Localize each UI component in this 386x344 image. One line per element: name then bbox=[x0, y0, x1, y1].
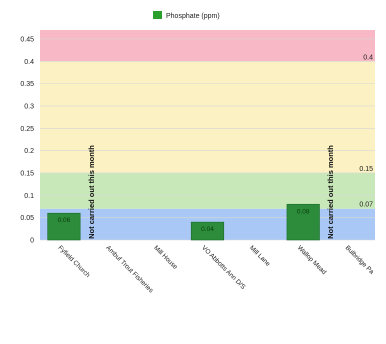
category-label: Mill House bbox=[152, 244, 179, 271]
band-3 bbox=[40, 30, 375, 62]
y-tick-label: 0 bbox=[30, 238, 34, 245]
y-tick-label: 0.3 bbox=[24, 103, 34, 110]
category-label: Ambuf Trout Fisheries bbox=[104, 244, 154, 294]
annotation-not-carried-out: Not carried out this month bbox=[87, 145, 96, 239]
bar-3 bbox=[190, 221, 225, 241]
data-labels: 0.06 0.04 0.08 bbox=[58, 208, 310, 233]
band-2 bbox=[40, 61, 375, 173]
data-label-5: 0.08 bbox=[297, 208, 310, 215]
category-label: Bulbridge Pa bbox=[344, 244, 376, 276]
legend-swatch bbox=[153, 11, 162, 19]
annotation-not-carried-out: Not carried out this month bbox=[326, 145, 335, 239]
threshold-label-2: 0.07 bbox=[359, 202, 373, 209]
threshold-label-1: 0.15 bbox=[359, 166, 373, 173]
x-axis-category-labels: Fyfield Church Ambuf Trout FisheriesMill … bbox=[57, 244, 376, 294]
y-tick-label: 0.45 bbox=[20, 36, 34, 43]
threshold-labels: 0.4 0.15 0.07 bbox=[359, 54, 373, 208]
category-label: VO Abbotts Ann D/S bbox=[200, 244, 247, 291]
y-tick-label: 0.1 bbox=[24, 193, 34, 200]
y-tick-label: 0.2 bbox=[24, 148, 34, 155]
threshold-label-0: 0.4 bbox=[363, 54, 373, 61]
bars bbox=[47, 203, 320, 241]
y-tick-label: 0.05 bbox=[20, 215, 34, 222]
legend-entry-phosphate: Phosphate (ppm) bbox=[166, 13, 220, 20]
legend: Phosphate (ppm) bbox=[153, 11, 220, 20]
threshold-bands bbox=[40, 30, 375, 240]
bar-0 bbox=[47, 212, 81, 241]
category-label: Fyfield Church bbox=[57, 244, 92, 279]
y-tick-label: 0.15 bbox=[20, 170, 34, 177]
y-tick-label: 0.4 bbox=[24, 59, 34, 66]
annotations: Not carried out this month Not carried ou… bbox=[87, 145, 335, 239]
bar-5 bbox=[286, 203, 320, 241]
data-label-3: 0.04 bbox=[201, 226, 214, 233]
y-tick-label: 0.35 bbox=[20, 81, 34, 88]
data-label-0: 0.06 bbox=[58, 217, 71, 224]
band-1 bbox=[40, 172, 375, 209]
category-label: Mill Lane bbox=[248, 244, 272, 268]
y-tick-label: 0.25 bbox=[20, 126, 34, 133]
category-label: Wallop Mead bbox=[296, 244, 328, 276]
y-axis-ticks: 0 0.05 0.1 0.15 0.2 0.25 0.3 0.35 0.4 0.45 bbox=[20, 36, 34, 244]
